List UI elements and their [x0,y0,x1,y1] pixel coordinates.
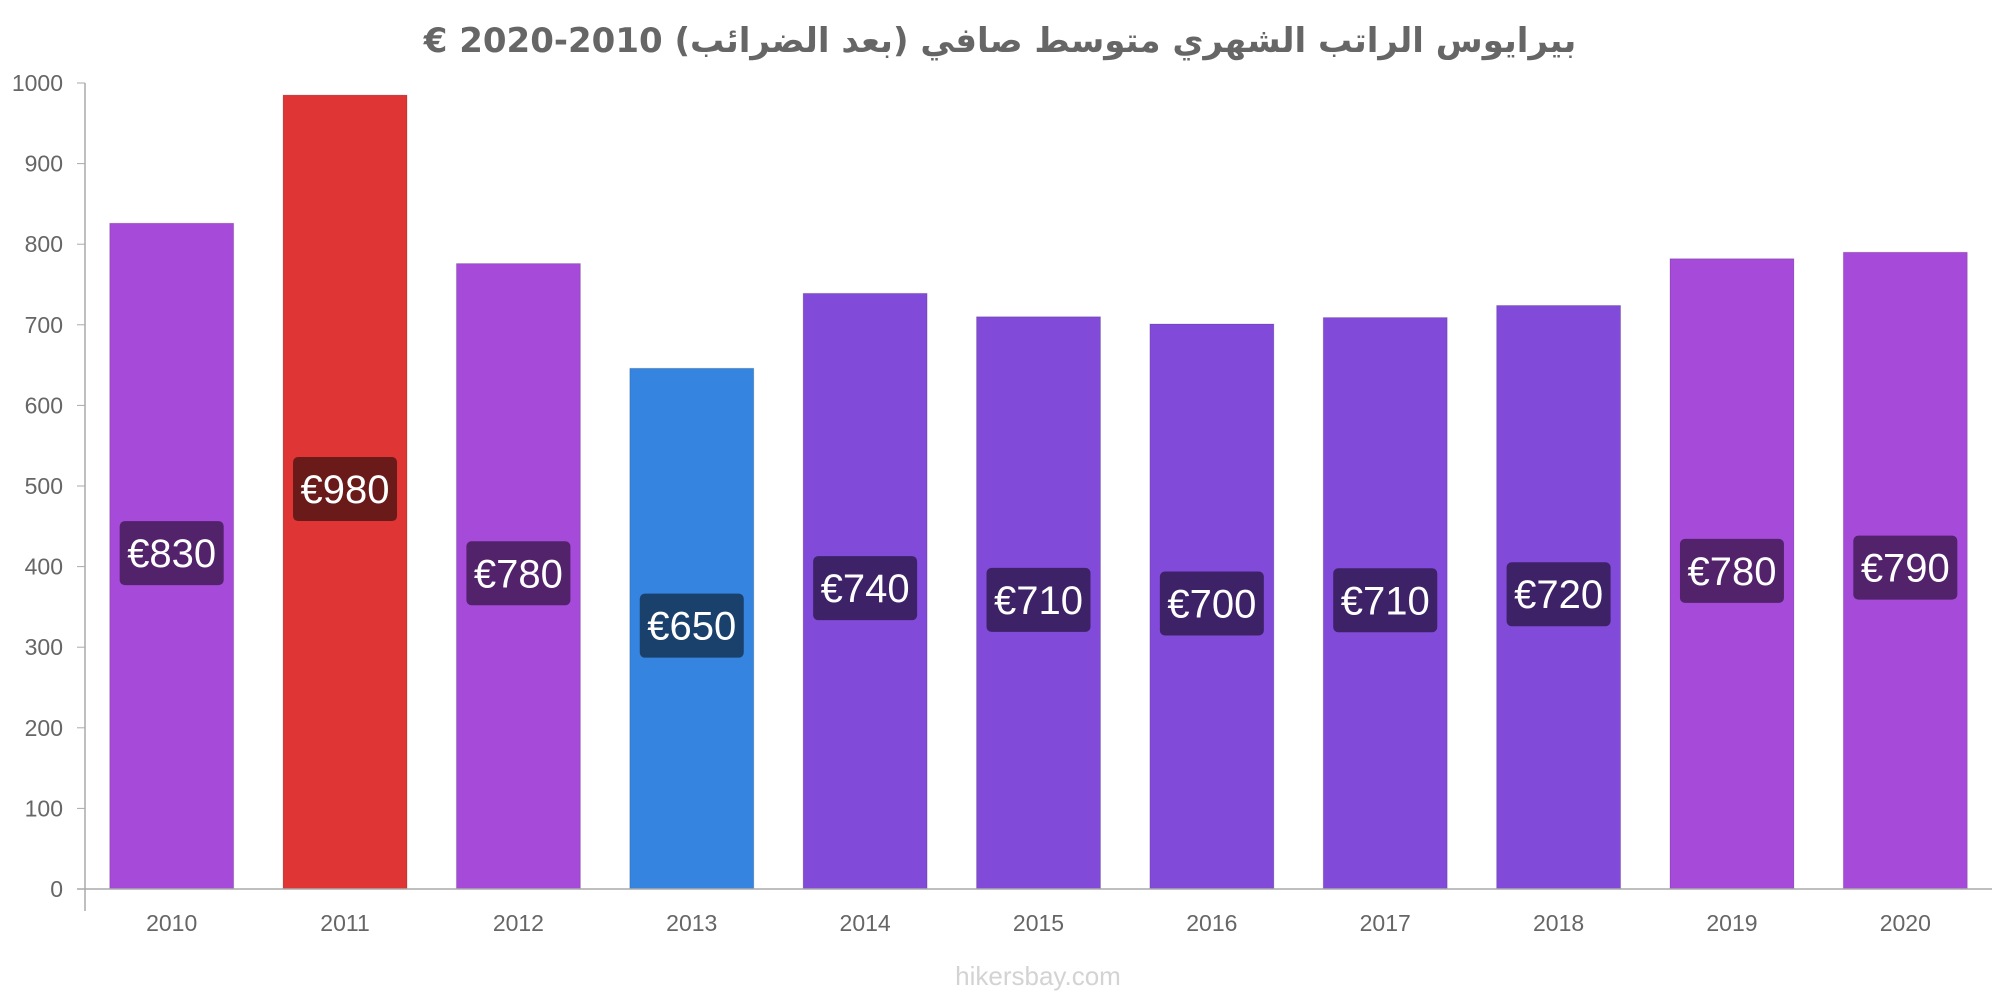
y-tick-label: 100 [25,795,63,821]
data-label: €740 [821,567,910,611]
data-label-box [1506,562,1611,627]
data-label: €710 [1341,579,1430,623]
data-label-box [466,541,571,606]
data-label: €650 [647,605,736,649]
data-label-box [1333,568,1438,633]
x-tick-label: 2014 [840,910,891,936]
data-label: €780 [474,552,563,596]
data-label: €980 [301,468,390,512]
x-tick-label: 2018 [1533,910,1584,936]
x-axis: 2010 2011 2012 2013 2014 2015 2016 2017 2018 2019… [77,888,1992,936]
data-label: €710 [994,579,1083,623]
data-label-box [119,521,224,586]
x-tick-label: 2017 [1360,910,1411,936]
data-label-box [1679,538,1784,603]
data-label-box [1159,571,1264,636]
y-tick-label: 800 [25,231,63,257]
y-tick-label: 900 [25,151,63,177]
y-tick-label: 500 [25,473,63,499]
y-tick-label: 200 [25,715,63,741]
x-tick-label: 2010 [146,910,197,936]
x-tick-label: 2011 [320,910,369,936]
x-tick-label: 2012 [493,910,544,936]
y-tick-label: 400 [25,554,63,580]
x-tick-label: 2019 [1706,910,1757,936]
chart-title: بيرايوس الراتب الشهري متوسط صافي (بعد ال… [423,21,1577,61]
data-label: €830 [127,532,216,576]
y-tick-label: 600 [25,392,63,418]
y-tick-label: 700 [25,312,63,338]
x-tick-label: 2020 [1880,910,1931,936]
x-tick-label: 2013 [666,910,717,936]
x-tick-label: 2015 [1013,910,1064,936]
watermark: hikersbay.com [955,961,1121,991]
data-label-box [986,567,1091,632]
data-label-box [1853,535,1958,600]
data-label: €780 [1687,550,1776,594]
x-tick-label: 2016 [1186,910,1237,936]
y-axis: 0 100 200 300 400 500 600 700 800 900 1000 [12,70,86,911]
y-tick-label: 300 [25,634,63,660]
data-label-box [813,556,918,621]
data-label-box [639,593,744,658]
data-label: €790 [1861,547,1950,591]
data-label: €700 [1167,582,1256,626]
y-tick-label: 0 [50,876,63,902]
y-tick-label: 1000 [12,70,63,96]
data-label: €720 [1514,573,1603,617]
bars: €830 €980 €780 €650 €740 €710 €700 €710 €720 €780… [109,94,1968,890]
data-label-box [293,457,398,522]
